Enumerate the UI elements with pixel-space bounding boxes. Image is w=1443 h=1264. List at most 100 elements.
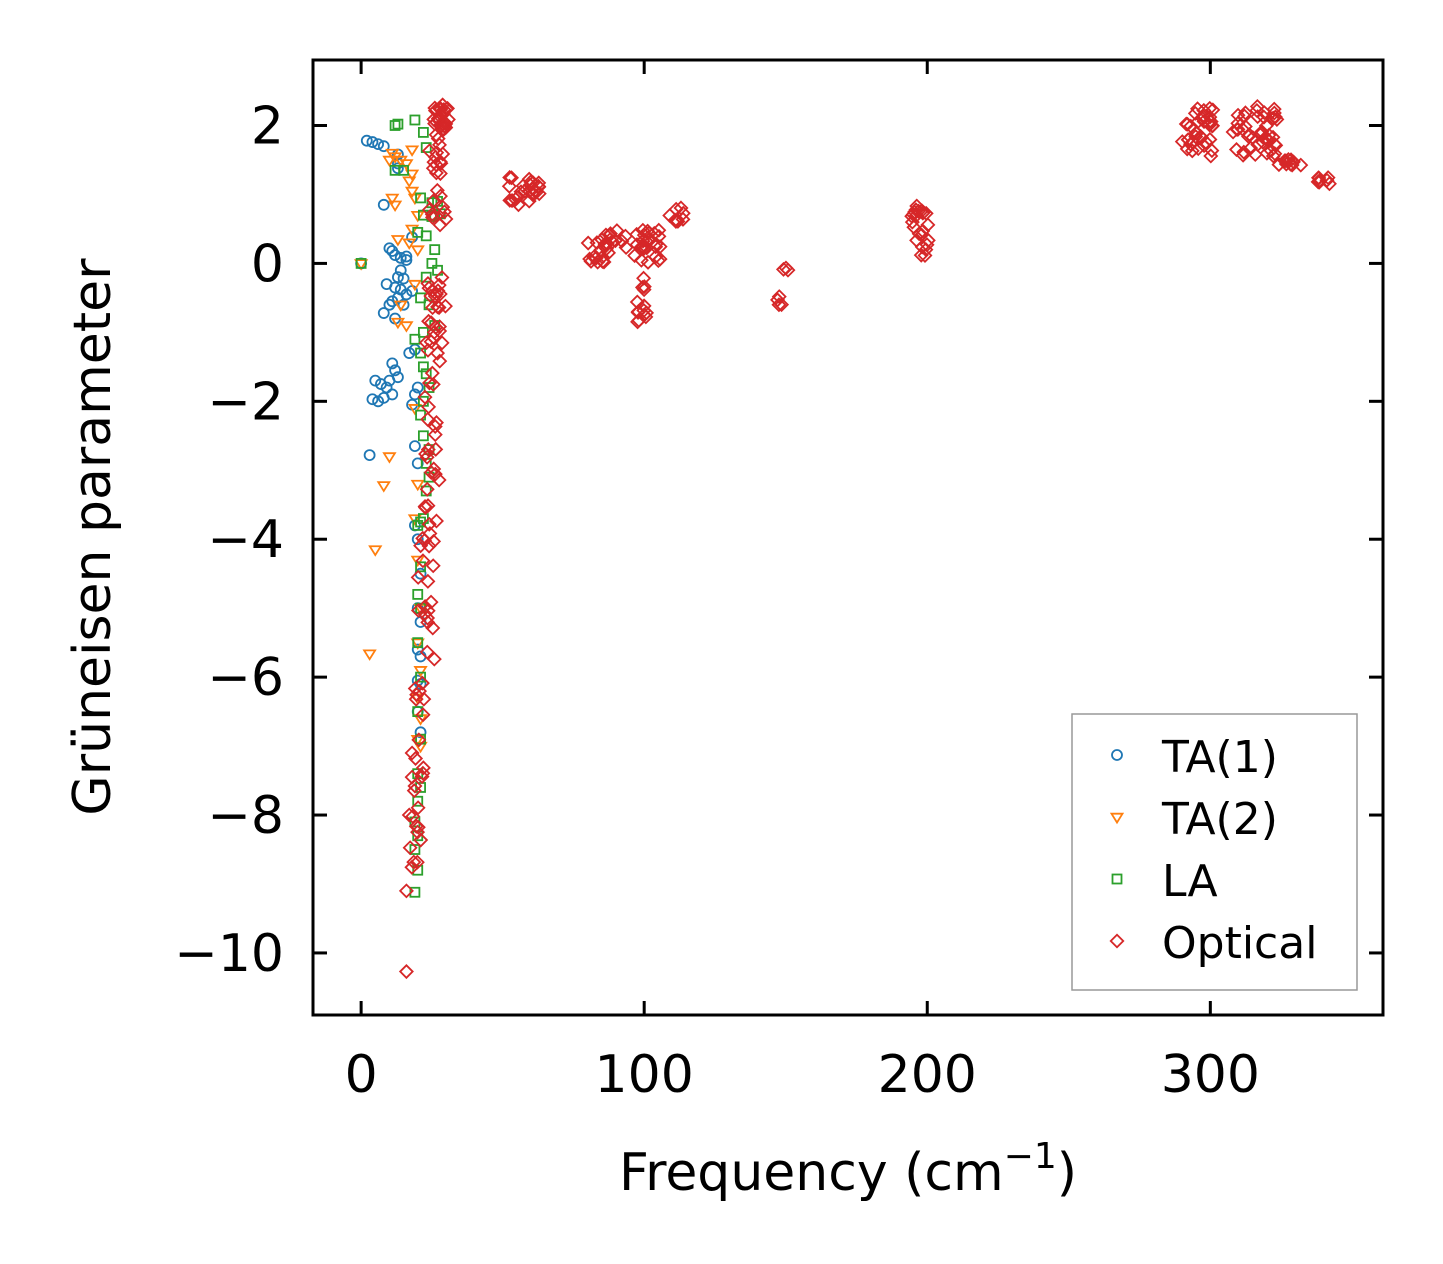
data-point [410,819,426,835]
data-point [407,778,423,794]
data-point [397,272,410,285]
data-point [420,142,432,153]
x-axis-label-end: ) [1057,1143,1077,1203]
data-point [423,464,439,481]
data-point [420,230,432,242]
legend-entry: LA [1111,856,1218,907]
data-point [590,254,606,270]
data-point [406,854,422,870]
data-point [410,210,425,223]
data-point [415,765,431,781]
data-point [1230,121,1246,137]
legend-label: Optical [1162,918,1317,969]
data-point [1250,137,1266,153]
data-point [377,307,390,319]
data-point [525,187,541,203]
data-point [386,357,399,370]
data-point [392,271,404,284]
data-point [440,111,456,128]
data-point [363,449,376,462]
data-point [404,745,420,761]
data-point [417,127,429,138]
data-point [407,404,423,416]
x-axis-label-superscript: −1 [1004,1136,1057,1177]
data-point [629,294,645,310]
data-point [521,193,537,209]
data-point [376,481,391,493]
legend-marker [1111,873,1123,885]
data-point [415,192,426,204]
data-point [380,278,393,290]
data-point [634,279,651,295]
data-point [420,610,436,626]
data-point [420,498,436,514]
data-point [648,249,664,265]
legend-entry: TA(1) [1111,732,1278,783]
data-point [432,188,449,204]
data-point [423,594,439,610]
data-point [1237,105,1253,121]
data-point [397,298,410,311]
series-optical [398,97,1337,980]
data-point [1236,144,1252,160]
legend-marker [1109,933,1125,949]
data-point [1271,157,1287,173]
data-point [421,399,437,415]
data-point [614,233,630,249]
data-point [410,555,425,568]
data-point [582,251,598,267]
data-point [425,329,441,345]
data-point [1196,114,1212,130]
data-point [1187,105,1203,121]
data-point [415,553,431,569]
y-axis-label: Grüneisen parameter [63,258,123,816]
data-point [421,538,437,554]
data-point [383,298,396,311]
data-point [404,224,420,237]
data-point [436,121,452,137]
data-point [431,300,447,316]
data-point [432,286,448,302]
data-point [368,545,383,557]
data-point [1261,127,1277,143]
data-point [387,152,403,164]
data-point [1180,132,1196,148]
data-point [413,666,428,678]
data-point [420,411,436,427]
data-point [389,120,401,131]
data-point [429,345,446,361]
data-point [410,479,425,492]
data-point [415,292,426,304]
data-point [599,241,615,257]
data-point [636,241,652,257]
data-point [412,795,424,807]
data-point [438,211,454,227]
axis-ticks [313,60,1383,1015]
data-point [412,520,424,531]
data-point [383,242,396,255]
data-point [419,644,435,660]
data-point [1247,146,1263,163]
data-point [1261,133,1277,149]
data-point [607,233,623,249]
data-point [917,247,933,263]
data-point [433,101,449,117]
data-point [914,227,930,243]
data-point [410,824,426,840]
data-point [412,588,424,600]
data-point [415,760,431,776]
data-point [431,137,447,153]
data-point [389,364,401,377]
data-point [425,558,441,574]
data-point [1196,102,1212,118]
data-point [401,807,417,823]
data-point [425,620,441,636]
data-point [428,441,444,457]
data-point [409,114,421,126]
data-point [404,186,420,199]
y-tick-label: 2 [251,97,284,157]
data-point [387,200,403,212]
data-point [398,164,409,176]
data-point [502,169,518,185]
